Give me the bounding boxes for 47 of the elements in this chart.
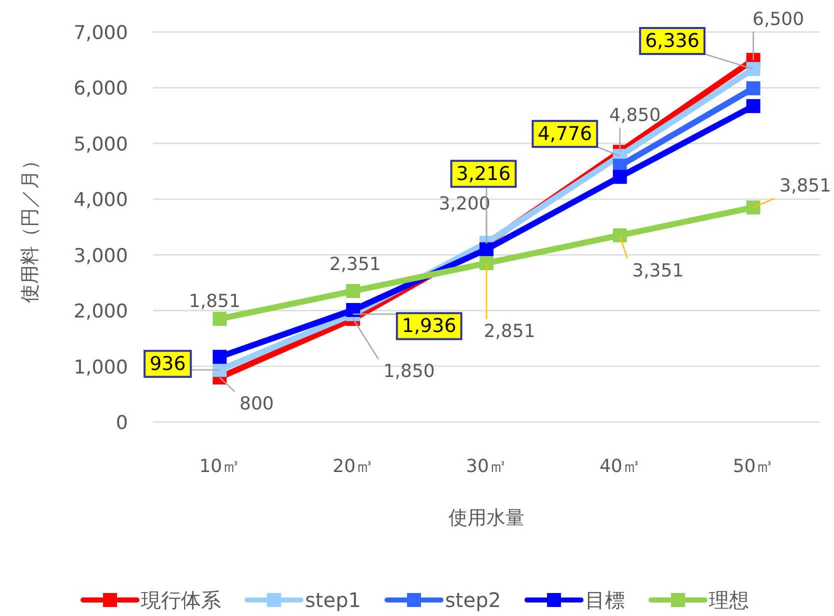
point <box>212 350 227 364</box>
x-tick-label: 30㎥ <box>466 456 507 477</box>
legend-label: 理想 <box>709 588 749 612</box>
legend-label: step2 <box>445 588 501 612</box>
data-label: 3,216 <box>456 162 511 185</box>
x-axis-title: 使用水量 <box>448 507 524 529</box>
point <box>212 312 227 326</box>
legend-label: 現行体系 <box>141 588 221 612</box>
data-label: 3,851 <box>780 175 832 196</box>
point <box>746 200 760 214</box>
data-label: 1,850 <box>383 360 435 382</box>
point <box>480 256 494 270</box>
data-label: 2,351 <box>329 254 381 276</box>
point <box>746 62 760 76</box>
legend-label: 目標 <box>585 588 625 612</box>
point <box>612 170 627 184</box>
y-tick-label: 4,000 <box>74 189 128 212</box>
point <box>346 284 360 298</box>
data-label: 1,936 <box>402 315 456 338</box>
data-label: 800 <box>240 393 274 414</box>
data-label: 936 <box>150 352 186 375</box>
data-label: 6,500 <box>752 8 804 30</box>
legend-label: step1 <box>305 588 361 612</box>
y-tick-label: 7,000 <box>74 22 128 44</box>
x-tick-label: 50㎥ <box>732 456 774 477</box>
data-label: 6,336 <box>645 30 700 52</box>
y-tick-label: 5,000 <box>74 133 128 156</box>
point <box>746 81 760 96</box>
x-tick-label: 20㎥ <box>332 456 374 477</box>
point <box>480 242 494 256</box>
y-tick-label: 3,000 <box>74 244 128 267</box>
point <box>746 99 760 114</box>
y-axis-title: 使用料（円／月） <box>19 151 41 303</box>
data-label: 4,776 <box>538 122 592 145</box>
data-label: 3,351 <box>632 260 684 282</box>
data-label: 4,850 <box>609 104 661 126</box>
x-tick-label: 40㎥ <box>599 456 640 477</box>
point <box>346 303 360 318</box>
point <box>612 228 627 242</box>
y-tick-label: 1,000 <box>74 356 128 378</box>
data-label: 2,851 <box>484 321 536 342</box>
y-tick-label: 0 <box>116 412 128 434</box>
x-tick-label: 10㎥ <box>199 456 240 477</box>
y-tick-label: 6,000 <box>74 78 128 100</box>
y-tick-label: 2,000 <box>74 300 128 323</box>
data-label: 3,200 <box>438 194 490 215</box>
data-label: 1,851 <box>188 290 240 312</box>
